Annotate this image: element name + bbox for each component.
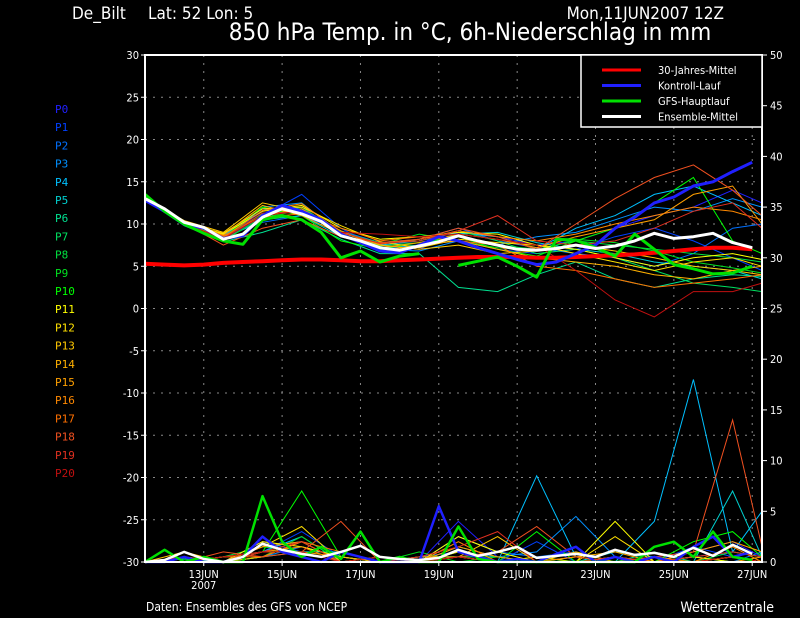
y-right-tick-label: 25: [770, 303, 783, 316]
plot-frame: [144, 54, 763, 563]
member-label: P1: [55, 121, 68, 134]
temp-line-30-jahres-mittel: [144, 245, 753, 268]
legend-label: 30-Jahres-Mittel: [658, 64, 737, 77]
x-tick-label: 15JUN: [267, 568, 297, 581]
temp-line-gfs-hauptlauf: [144, 193, 753, 279]
legend-label: Ensemble-Mittel: [658, 111, 738, 124]
y-right-tick-label: 35: [770, 201, 783, 214]
x-tick-label: 21JUN: [502, 568, 532, 581]
x-tick-label: 19JUN: [424, 568, 454, 581]
member-label: P4: [55, 176, 69, 189]
chart-title: 850 hPa Temp. in °C, 6h-Niederschlag in …: [229, 18, 712, 46]
member-label: P6: [55, 212, 68, 225]
member-label: P8: [55, 249, 68, 262]
member-label: P11: [55, 303, 75, 316]
y-left-tick-label: 0: [133, 303, 139, 316]
member-label: P15: [55, 376, 75, 389]
member-label: P19: [55, 449, 75, 462]
member-labels: P0 P1 P2 P3 P4 P5 P6 P7 P8 P9 P10 P11 P12 P13 P14 P15 P1…: [55, 103, 75, 480]
legend-label: GFS-Hauptlauf: [658, 95, 730, 108]
y-left-tick-label: -25: [123, 514, 139, 527]
y-left-tick-label: -30: [123, 556, 139, 569]
y-right-tick-label: 20: [770, 353, 783, 366]
member-label: P2: [55, 139, 68, 152]
member-label: P0: [55, 103, 68, 116]
y-left-tick-label: 20: [126, 134, 139, 147]
y-left-tick-label: 15: [126, 176, 139, 189]
y-left-tick-label: -15: [123, 429, 139, 442]
member-lines: [144, 164, 763, 563]
y-right-tick-label: 10: [770, 455, 783, 468]
y-right-tick-label: 40: [770, 150, 783, 163]
y-left-tick-label: -5: [129, 345, 139, 358]
temp-line-kontroll-lauf: [144, 160, 753, 267]
member-label: P9: [55, 267, 68, 280]
y-right-tick-label: 5: [770, 505, 776, 518]
y-right-tick-label: 0: [770, 556, 776, 569]
x-tick-label: 17JUN: [345, 568, 375, 581]
member-label: P13: [55, 340, 75, 353]
precip-line-gfs-hauptlauf: [144, 494, 753, 564]
temp-line-ensemble-mittel: [144, 197, 753, 252]
member-label: P18: [55, 431, 75, 444]
y-left-tick-label: 5: [133, 260, 139, 273]
legend-label: Kontroll-Lauf: [658, 80, 721, 93]
member-label: P17: [55, 412, 75, 425]
y-right-tick-label: 45: [770, 100, 783, 113]
precip-line-ensemble-mittel: [144, 542, 753, 564]
y-left-tick-label: 25: [126, 91, 139, 104]
location-label: De_Bilt: [72, 4, 126, 24]
member-label: P16: [55, 394, 75, 407]
x-tick-label: 23JUN: [580, 568, 610, 581]
member-label: P14: [55, 358, 75, 371]
x-tick-label: 25JUN: [659, 568, 689, 581]
legend: 30-Jahres-Mittel Kontroll-Lauf GFS-Hauptla…: [580, 54, 763, 128]
member-label: P7: [55, 230, 68, 243]
grid: [145, 55, 762, 562]
member-label: P12: [55, 321, 75, 334]
member-temp-line-P19: [144, 198, 763, 246]
x-tick-sublabel: 2007: [191, 579, 216, 592]
footer-source: Daten: Ensembles des GFS von NCEP: [146, 600, 348, 614]
coords-label: Lat: 52 Lon: 5: [148, 4, 253, 24]
y-left-tick-label: 10: [126, 218, 139, 231]
y-left-tick-label: 30: [126, 49, 139, 62]
member-temp-line-P20: [144, 198, 763, 318]
member-temp-line-P12: [144, 198, 763, 272]
run-label: Mon,11JUN2007 12Z: [567, 4, 724, 24]
member-label: P5: [55, 194, 68, 207]
main-lines: [144, 160, 753, 564]
x-tick-label: 27JUN: [737, 568, 767, 581]
member-label: P10: [55, 285, 75, 298]
y-right-tick-label: 30: [770, 252, 783, 265]
y-right-tick-label: 50: [770, 49, 783, 62]
member-label: P20: [55, 467, 75, 480]
footer-brand: Wetterzentrale: [680, 600, 774, 616]
y-left-tick-label: -20: [123, 472, 139, 485]
y-left-tick-label: -10: [123, 387, 139, 400]
member-label: P3: [55, 158, 68, 171]
x-tick-label: 13JUN: [189, 568, 219, 581]
y-right-tick-label: 15: [770, 404, 783, 417]
